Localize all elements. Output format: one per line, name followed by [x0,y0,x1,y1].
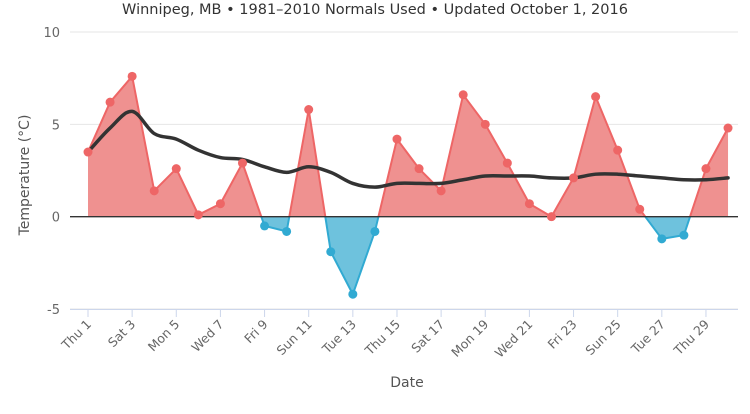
x-tick-label: Thu 29 [670,316,712,358]
x-tick-label: Sat 3 [105,317,139,351]
observed-line-below [260,216,291,233]
data-point-above [436,186,446,196]
data-point-above [635,204,645,214]
data-point-above [458,90,468,100]
x-tick-label: Mon 5 [145,317,183,355]
x-tick-label: Wed 7 [188,317,226,355]
y-tick-label: 0 [52,211,60,226]
data-point-above [304,105,314,115]
x-tick-label: Wed 21 [492,317,536,361]
data-point-below [679,230,689,240]
data-point-above [502,158,512,168]
x-tick-label: Thu 15 [361,317,403,359]
data-point-above [723,123,733,133]
x-tick-label: Sun 11 [273,317,314,358]
data-point-above [127,71,137,81]
x-axis-label: Date [390,375,423,391]
x-tick-label: Thu 1 [58,317,94,353]
observed-line-above [377,93,647,218]
data-point-above [105,97,115,107]
data-point-above [215,199,225,209]
y-tick-label: 10 [43,26,60,41]
x-tick-label: Fri 9 [241,316,271,346]
data-point-below [282,226,292,236]
data-point-above [701,164,711,174]
data-point-below [326,247,336,257]
y-tick-label: 5 [52,118,60,133]
below-normal-area [261,216,290,232]
data-point-above [613,145,623,155]
x-tick-label: Fri 23 [544,317,579,352]
data-point-below [260,221,270,231]
observed-line-below [644,216,691,240]
above-normal-area [289,109,326,217]
data-point-above [149,186,159,196]
chart-title: Winnipeg, MB • 1981–2010 Normals Used • … [122,2,628,18]
data-point-above [524,199,534,209]
x-tick-label: Tue 13 [318,317,358,357]
x-tick-label: Sat 17 [408,317,447,356]
normal-temperature-line [86,109,730,189]
data-point-below [657,234,667,244]
data-point-above [171,164,181,174]
below-normal-area [645,216,691,239]
data-point-below [348,289,358,299]
y-axis-label: Temperature (°C) [17,115,33,237]
data-point-above [83,147,93,157]
point-layer [83,71,733,299]
x-tick-label: Mon 19 [448,316,491,359]
y-tick-label: -5 [47,303,60,318]
above-normal-area [690,128,729,217]
above-normal-area [378,94,646,217]
data-point-above [569,173,579,183]
below-normal-area [325,216,379,295]
data-point-above [546,212,556,222]
data-point-above [193,210,203,220]
data-point-above [414,164,424,174]
data-point-above [480,119,490,129]
data-point-below [370,226,380,236]
data-point-above [237,158,247,168]
data-point-above [392,134,402,144]
data-point-above [591,92,601,102]
x-tick-label: Sun 25 [582,317,623,358]
x-tick-label: Tue 27 [627,317,667,357]
